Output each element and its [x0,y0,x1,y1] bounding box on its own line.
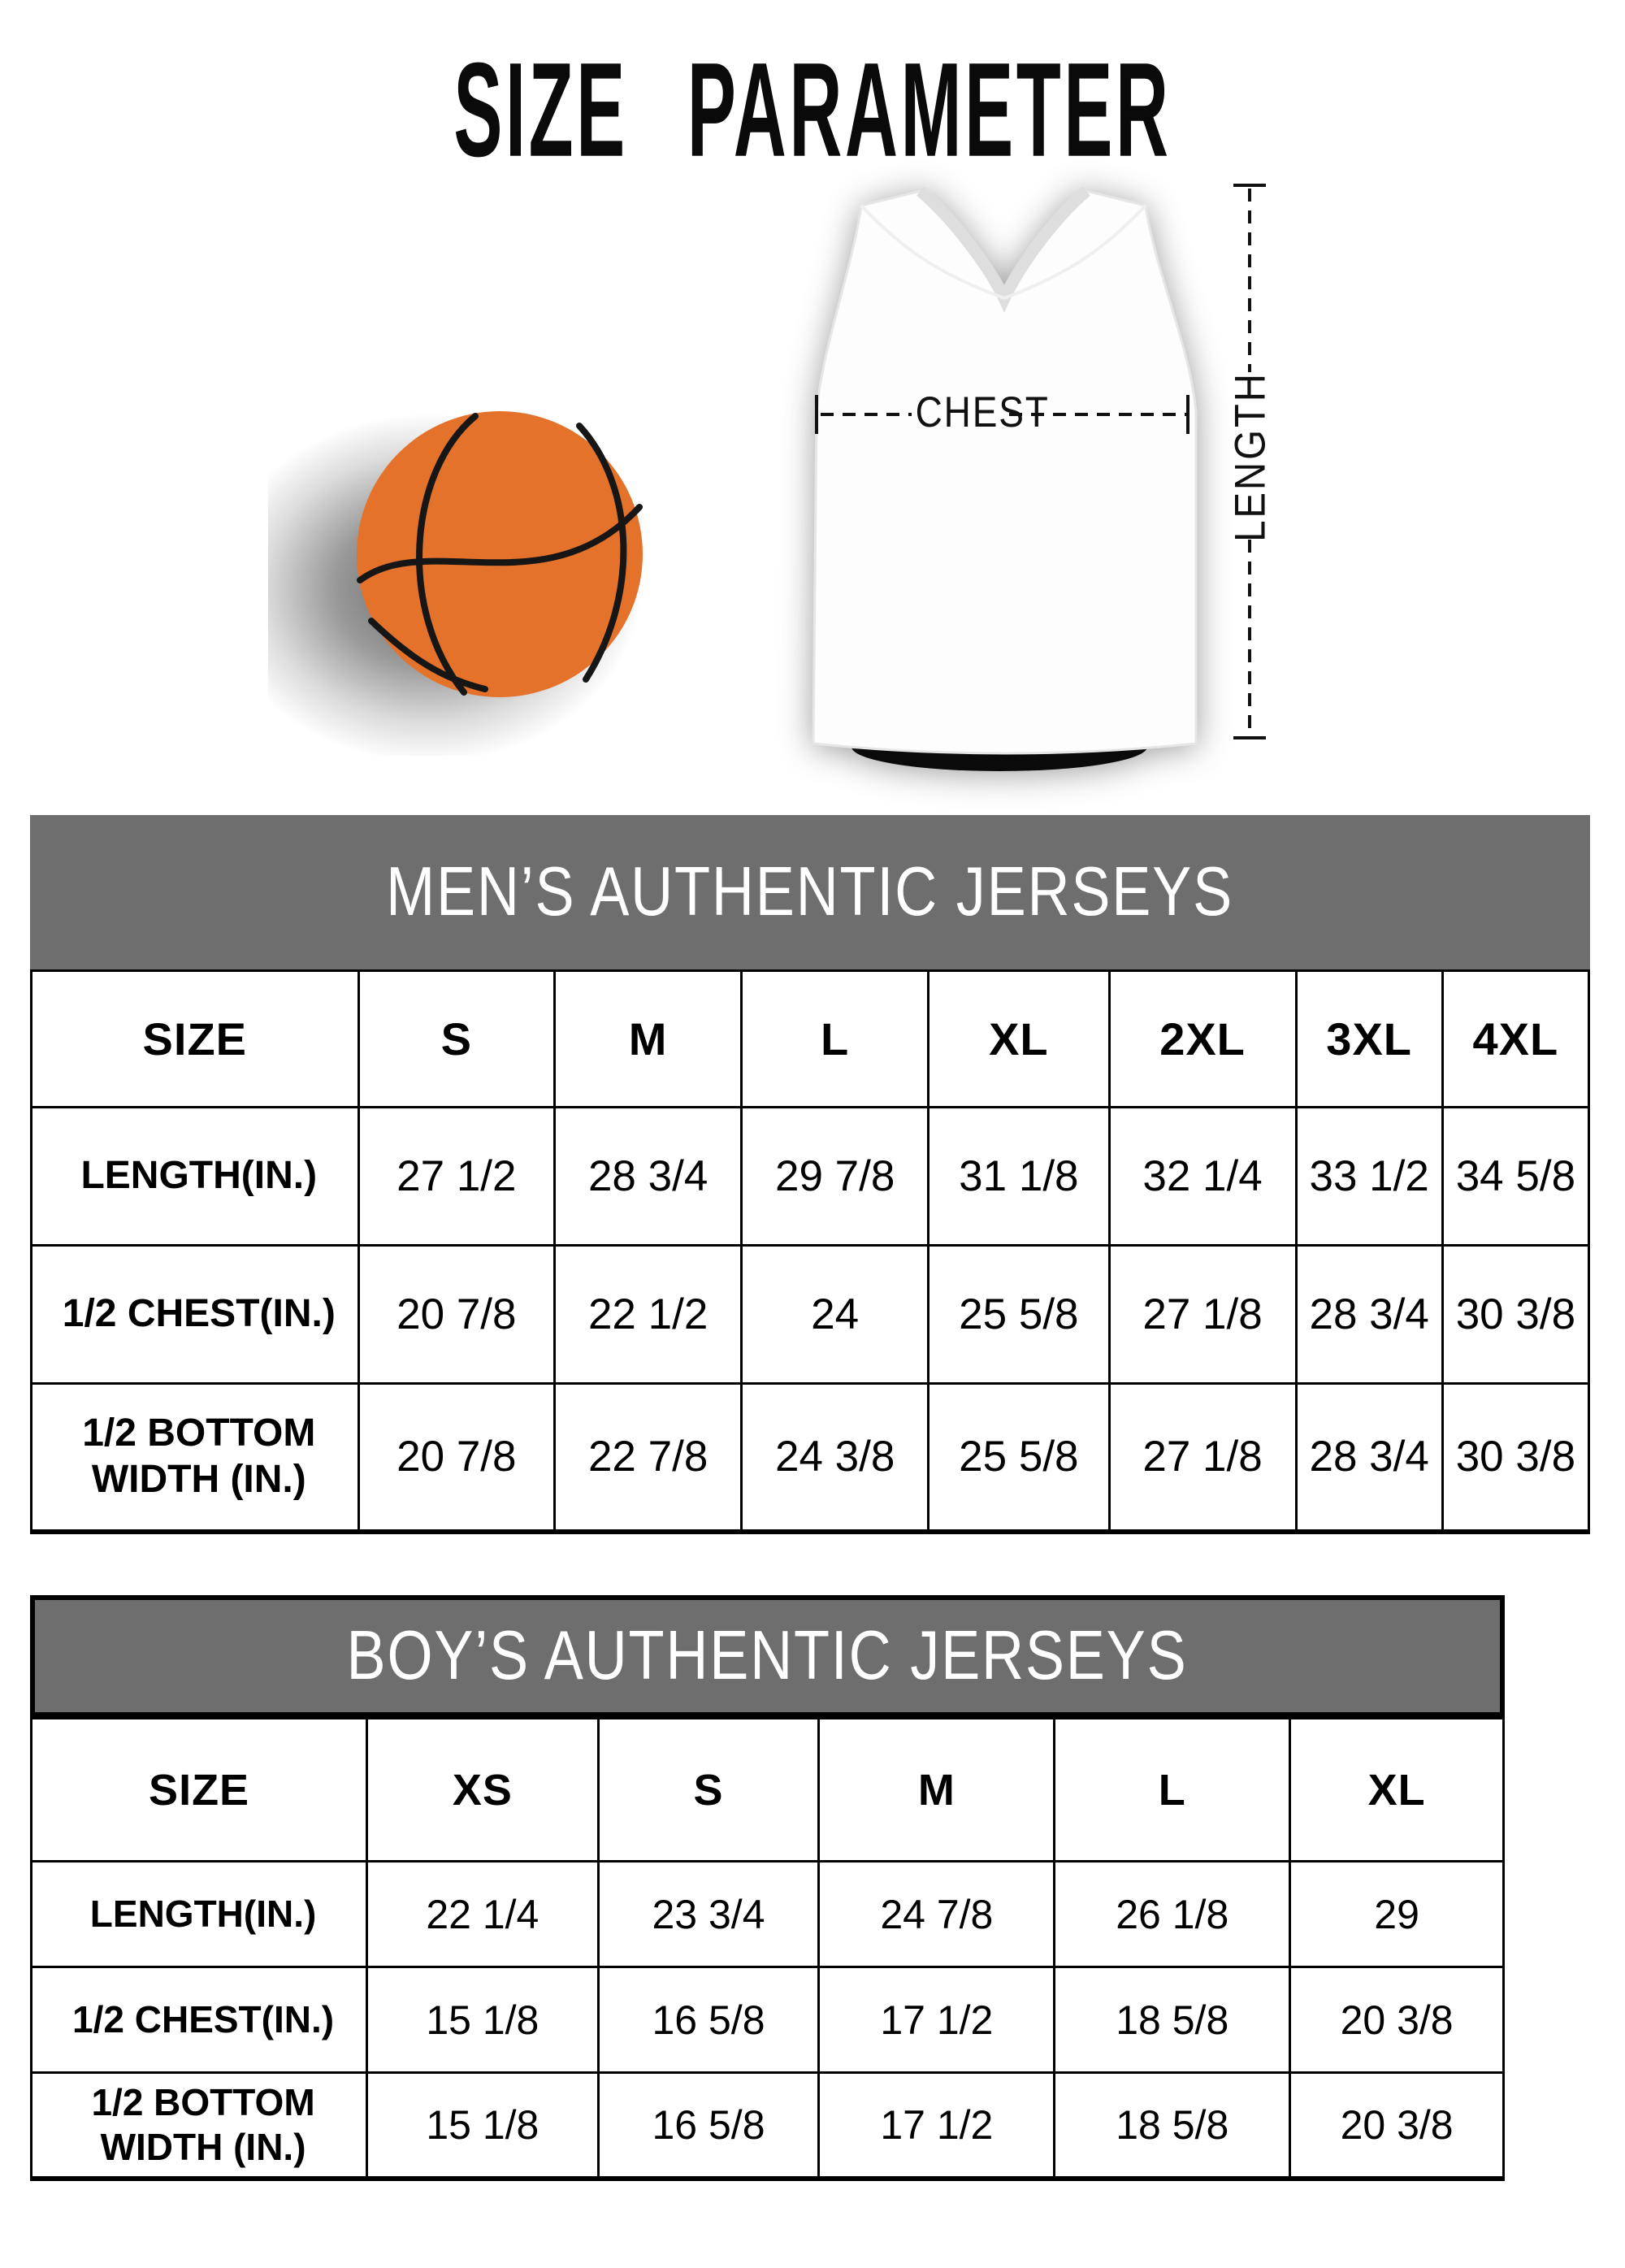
boys-size-table-section: BOY’S AUTHENTIC JERSEYS SIZE XS S M L XL… [29,1595,1505,2181]
mens-header-band-title: MEN’S AUTHENTIC JERSEYS [386,853,1234,930]
value-cell: 28 3/4 [1294,1244,1444,1385]
column-header: XL [1289,1717,1505,1863]
value-cell: 24 [740,1244,930,1385]
value-cell: 29 [1289,1860,1505,1968]
row-label: 1/2 CHEST(IN.) [29,1966,369,2074]
length-line-upper-dashes [1248,189,1251,372]
value-cell: 24 3/8 [740,1382,930,1534]
basketball-illustration [357,411,643,697]
column-header: L [1053,1717,1292,1863]
column-header: 3XL [1294,969,1444,1108]
column-header: SIZE [30,969,360,1108]
row-label: LENGTH(IN.) [30,1106,360,1247]
value-cell: 17 1/2 [817,1966,1056,2074]
table-row: 1/2 BOTTOM WIDTH (IN.) 20 7/8 22 7/8 24 … [30,1382,1591,1534]
column-header: M [817,1717,1056,1863]
value-cell: 20 3/8 [1289,1966,1505,2074]
value-cell: 25 5/8 [927,1244,1111,1385]
mens-header-row: SIZE S M L XL 2XL 3XL 4XL [30,969,1591,1108]
mens-header-band: MEN’S AUTHENTIC JERSEYS [30,815,1590,969]
value-cell: 34 5/8 [1441,1106,1591,1247]
value-cell: 32 1/4 [1107,1106,1298,1247]
value-cell: 15 1/8 [366,2071,600,2181]
value-cell: 27 1/2 [357,1106,557,1247]
row-label: 1/2 BOTTOM WIDTH (IN.) [30,1382,360,1534]
value-cell: 28 3/4 [1294,1382,1444,1534]
value-cell: 22 7/8 [553,1382,743,1534]
length-label: LENGTH [1225,371,1274,542]
page-title: SIZE PARAMETER [0,33,1625,184]
row-label: LENGTH(IN.) [29,1860,369,1968]
value-cell: 27 1/8 [1107,1244,1298,1385]
value-cell: 25 5/8 [927,1382,1111,1534]
column-header: SIZE [29,1717,369,1863]
value-cell: 33 1/2 [1294,1106,1444,1247]
jersey-illustration [812,186,1198,771]
value-cell: 16 5/8 [596,1966,821,2074]
boys-header-band: BOY’S AUTHENTIC JERSEYS [30,1595,1505,1717]
value-cell: 30 3/8 [1441,1382,1591,1534]
chest-label: CHEST [915,388,1050,436]
table-row: LENGTH(IN.) 27 1/2 28 3/4 29 7/8 31 1/8 … [30,1106,1591,1247]
length-line-top-tick [1233,184,1266,187]
column-header: 4XL [1441,969,1591,1108]
length-line-bottom-tick [1233,736,1266,739]
page-title-text: SIZE PARAMETER [453,34,1172,185]
chest-line-right-dashes [1009,413,1186,416]
value-cell: 22 1/2 [553,1244,743,1385]
value-cell: 31 1/8 [927,1106,1111,1247]
table-row: LENGTH(IN.) 22 1/4 23 3/4 24 7/8 26 1/8 … [29,1860,1505,1968]
value-cell: 15 1/8 [366,1966,600,2074]
value-cell: 30 3/8 [1441,1244,1591,1385]
table-row: 1/2 CHEST(IN.) 20 7/8 22 1/2 24 25 5/8 2… [30,1244,1591,1385]
column-header: S [596,1717,821,1863]
value-cell: 20 3/8 [1289,2071,1505,2181]
row-label: 1/2 BOTTOM WIDTH (IN.) [29,2071,369,2181]
column-header: 2XL [1107,969,1298,1108]
column-header: L [740,969,930,1108]
chest-line-right-tick [1186,395,1190,434]
boys-header-row: SIZE XS S M L XL [29,1717,1505,1863]
mens-size-table: SIZE S M L XL 2XL 3XL 4XL LENGTH(IN.) 27… [30,969,1591,1534]
chest-line-left-tick [815,395,818,434]
boys-header-band-title: BOY’S AUTHENTIC JERSEYS [347,1617,1188,1694]
column-header: XL [927,969,1111,1108]
column-header: M [553,969,743,1108]
value-cell: 27 1/8 [1107,1382,1298,1534]
mens-size-table-section: MEN’S AUTHENTIC JERSEYS SIZE S M L XL 2X… [30,815,1591,1534]
value-cell: 24 7/8 [817,1860,1056,1968]
value-cell: 26 1/8 [1053,1860,1292,1968]
table-row: 1/2 CHEST(IN.) 15 1/8 16 5/8 17 1/2 18 5… [29,1966,1505,2074]
value-cell: 20 7/8 [357,1382,557,1534]
value-cell: 18 5/8 [1053,1966,1292,2074]
value-cell: 20 7/8 [357,1244,557,1385]
value-cell: 16 5/8 [596,2071,821,2181]
row-label: 1/2 CHEST(IN.) [30,1244,360,1385]
value-cell: 17 1/2 [817,2071,1056,2181]
value-cell: 18 5/8 [1053,2071,1292,2181]
length-label-box: LENGTH [1168,371,1331,542]
boys-size-table: SIZE XS S M L XL LENGTH(IN.) 22 1/4 23 3… [29,1717,1505,2181]
value-cell: 28 3/4 [553,1106,743,1247]
length-line-lower-dashes [1248,540,1251,735]
table-row: 1/2 BOTTOM WIDTH (IN.) 15 1/8 16 5/8 17 … [29,2071,1505,2181]
value-cell: 23 3/4 [596,1860,821,1968]
value-cell: 22 1/4 [366,1860,600,1968]
value-cell: 29 7/8 [740,1106,930,1247]
column-header: S [357,969,557,1108]
column-header: XS [366,1717,600,1863]
chest-line-left-dashes [821,413,912,416]
